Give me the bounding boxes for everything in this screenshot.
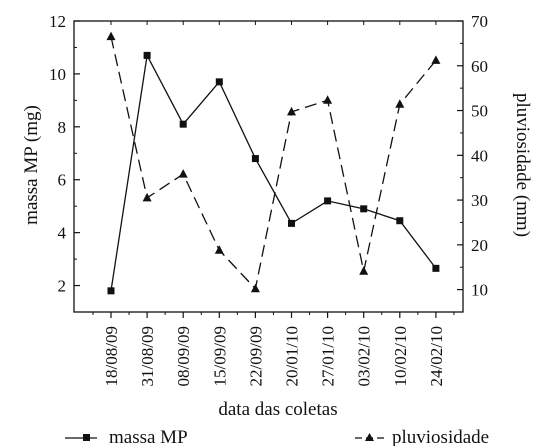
data-point-square [143,51,151,59]
series-line [110,53,437,291]
x-tick-label: 31/08/09 [138,326,157,386]
y-axis-left-title: massa MP (mg) [21,105,42,225]
y-left-tick-label: 8 [58,118,67,137]
series-line [110,36,437,291]
data-point-square [107,287,115,295]
data-point-triangle [359,266,369,275]
x-tick-label: 18/08/09 [102,326,121,386]
data-point-square [324,197,332,205]
data-point-triangle [287,106,296,116]
data-point-triangle [106,31,116,41]
legend: massa MP pluviosidade [65,427,489,446]
plot-border [73,20,464,313]
data-point-square [360,205,368,213]
series-massa-mp [107,51,440,295]
data-point-triangle [431,55,441,64]
series-pluviosidade [106,31,441,293]
left-axis: 2 4 6 8 10 12 [49,12,80,313]
y-right-tick-label: 40 [471,146,488,165]
x-tick-label: 22/09/09 [246,326,265,386]
x-axis: 18/08/09 31/08/09 08/09/09 15/09/09 22/09/09… [92,21,455,386]
legend-label-pluviosidade: pluviosidade [392,427,489,446]
y-left-tick-label: 12 [49,12,66,31]
data-point-square [396,217,404,225]
data-point-square [179,120,187,128]
plot-frame [73,20,464,313]
data-point-square [215,78,223,86]
y-left-tick-label: 2 [58,277,67,296]
y-right-tick-label: 10 [471,281,488,300]
y-left-tick-label: 4 [58,224,67,243]
y-right-tick-label: 50 [471,102,488,121]
right-axis: 10 20 30 40 50 60 70 [457,12,488,313]
legend-item-pluviosidade: pluviosidade [355,427,489,446]
x-tick-label: 08/09/09 [174,326,193,386]
y-right-tick-label: 60 [471,57,488,76]
data-point-square [432,264,440,272]
data-point-triangle [323,95,333,104]
y-left-tick-label: 6 [58,171,67,190]
x-tick-label: 15/09/09 [210,326,229,386]
x-tick-label: 24/02/10 [427,326,446,386]
y-axis-right-title: pluviosidade (mm) [512,93,533,237]
data-point-triangle [142,192,152,202]
y-right-tick-label: 70 [471,12,488,31]
legend-item-massa-mp: massa MP [65,427,188,446]
y-left-tick-label: 10 [49,65,66,84]
data-point-square [288,219,295,227]
data-point-triangle [178,169,188,178]
legend-marker-massa-mp [83,434,90,441]
legend-marker-pluviosidade [365,433,374,441]
data-point-triangle [395,99,405,108]
x-tick-label: 27/01/10 [319,326,338,386]
y-right-tick-label: 20 [471,236,488,255]
data-point-square [251,155,259,163]
y-right-tick-label: 30 [471,191,488,210]
x-axis-title: data das coletas [218,399,337,420]
x-tick-label: 20/01/10 [283,326,302,386]
x-tick-label: 03/02/10 [355,326,374,386]
series-layer [106,31,441,295]
data-point-triangle [250,283,260,293]
data-point-triangle [214,245,224,254]
legend-label-massa-mp: massa MP [109,427,188,446]
x-tick-label: 10/02/10 [391,326,410,386]
